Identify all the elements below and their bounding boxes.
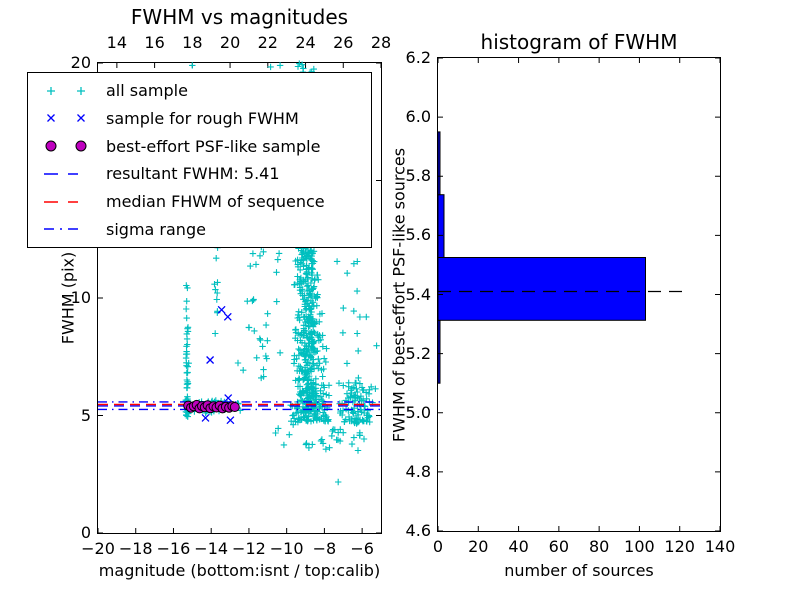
right-y-tick-label: 6.2 (405, 48, 431, 67)
left-axis-ticks (97, 62, 382, 534)
legend-marker-dashed-icon (44, 200, 78, 203)
legend-label: sigma range (106, 219, 206, 239)
right-y-tick-label: 5.6 (405, 225, 431, 245)
left-x-tick-label: −6 (350, 539, 374, 558)
legend-item-rough-fwhm-sample: sample for rough FWHM (28, 105, 371, 131)
left-y-tick-label: 10 (70, 288, 91, 307)
top-x-tick-label: 26 (333, 33, 354, 52)
histogram-bar (437, 319, 441, 384)
right-x-tick-label: 40 (508, 537, 529, 556)
right-y-tick-label: 5.4 (405, 284, 431, 304)
legend: all sample sample for rough FWHM best-effo… (27, 72, 372, 248)
right-x-tick-label: 60 (548, 537, 570, 556)
histogram-bar (437, 194, 445, 258)
psf-like-sample-points (183, 399, 240, 414)
left-x-tick-label: −20 (81, 539, 115, 558)
legend-label: median FHWM of sequence (106, 192, 325, 212)
right-xlabel: number of sources (504, 561, 654, 580)
left-y-tick-label: 20 (70, 53, 91, 72)
legend-marker-circle-icon (45, 140, 87, 152)
right-x-tick-label: 140 (704, 537, 736, 556)
top-x-tick-label: 18 (182, 33, 203, 52)
left-x-tick-label: −12 (232, 539, 266, 558)
histogram-canvas (437, 57, 721, 532)
legend-label: all sample (106, 81, 188, 101)
top-x-tick-label: 28 (370, 33, 392, 52)
legend-item-median-fwhm-line: median FHWM of sequence (28, 189, 371, 215)
left-x-tick-label: −14 (194, 539, 229, 558)
legend-marker-dashed-icon (44, 173, 78, 175)
top-x-tick-label: 14 (106, 33, 128, 52)
left-xlabel: magnitude (bottom:isnt / top:calib) (98, 561, 381, 580)
legend-item-all-sample: all sample (28, 78, 371, 104)
legend-label: best-effort PSF-like sample (106, 136, 321, 156)
top-x-tick-label: 24 (295, 33, 316, 52)
right-x-tick-label: 80 (588, 537, 610, 556)
rough-fwhm-sample-points (201, 305, 235, 425)
top-x-tick-label: 16 (144, 33, 165, 52)
right-y-tick-label: 5.8 (405, 166, 431, 186)
right-x-tick-label: 20 (468, 537, 489, 556)
legend-marker-dashdot-icon (44, 228, 84, 231)
legend-marker-x-icon (47, 114, 85, 123)
legend-item-psf-like-sample: best-effort PSF-like sample (28, 133, 371, 159)
top-x-tick-label: 22 (257, 33, 278, 52)
left-plot-canvas (97, 60, 382, 534)
left-y-tick-label: 0 (80, 523, 91, 542)
right-y-tick-label: 5.2 (405, 343, 431, 363)
right-x-tick-label: 0 (432, 537, 444, 556)
histogram-bar (437, 131, 441, 196)
legend-item-resultant-fwhm-line: resultant FWHM: 5.41 (28, 161, 371, 187)
right-y-tick-label: 5.0 (405, 402, 431, 422)
legend-label: resultant FWHM: 5.41 (106, 164, 280, 184)
right-x-tick-label: 100 (624, 537, 655, 556)
legend-item-sigma-range-line: sigma range (28, 216, 371, 242)
left-x-tick-label: −8 (312, 539, 337, 558)
left-x-tick-label: −18 (118, 539, 153, 558)
top-x-tick-label: 20 (219, 33, 241, 52)
legend-marker-plus-icon (47, 86, 85, 95)
right-y-tick-label: 6.0 (405, 107, 431, 127)
right-y-tick-label: 4.6 (405, 521, 431, 540)
right-y-tick-label: 4.8 (405, 461, 431, 481)
right-x-tick-label: 120 (664, 537, 695, 556)
histogram-bar (437, 257, 646, 321)
right-plot-title: histogram of FWHM (480, 30, 678, 54)
right-axis-ticks (437, 57, 721, 532)
left-y-tick-label: 5 (80, 405, 91, 425)
legend-label: sample for rough FWHM (106, 108, 299, 128)
left-x-tick-label: −16 (156, 539, 191, 558)
left-plot-title: FWHM vs magnitudes (130, 5, 349, 29)
left-x-tick-label: −10 (269, 539, 304, 558)
right-plot-axes (437, 57, 721, 532)
